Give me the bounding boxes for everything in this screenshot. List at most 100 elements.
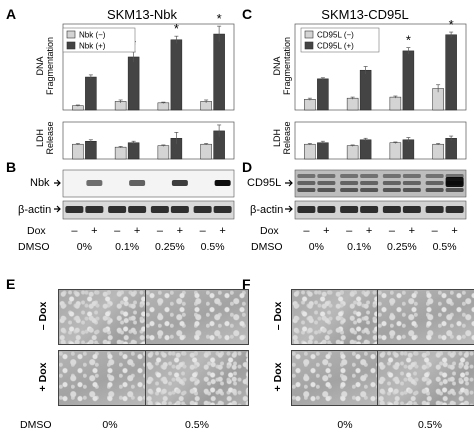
bar-c-bot-plus-0: [317, 142, 329, 160]
band-right-actin-lane-7: [445, 206, 464, 213]
bar-c-bot-minus-0: [304, 143, 316, 160]
micro-left-level-0: 0%: [102, 419, 117, 431]
band-left-actin-lane-2: [108, 206, 127, 213]
right-legend-plus: CD95L (+): [317, 42, 354, 51]
band-cd95l-lane-6-2: [425, 188, 444, 192]
right-dox-sign-7: +: [451, 225, 457, 237]
right-dox-signs: – + – + – + – +: [303, 225, 458, 237]
bar-c-top-plus-3: [445, 34, 457, 111]
left-dna-ylabel-2: Fragmentation: [45, 37, 55, 95]
band-left-actin-lane-4: [150, 206, 169, 213]
right-ldh-ylabel-1: LDH: [272, 129, 282, 147]
micro-left-level-1: 0.5%: [185, 419, 209, 431]
band-cd95l-lane-3-2: [360, 188, 379, 192]
right-dox-sign-1: +: [323, 225, 329, 237]
band-cd95l-lane-2-0: [340, 174, 359, 178]
panel-label-b: B: [6, 159, 16, 175]
left-ldh-ylabel-1: LDH: [35, 129, 45, 147]
right-ldh-ylabel-2: Release: [282, 121, 292, 154]
band-left-actin-lane-5: [170, 206, 189, 213]
significance-star-c-top-3: *: [449, 17, 454, 32]
band-right-actin-lane-3: [360, 206, 379, 213]
micro-right-level-0: 0%: [337, 419, 352, 431]
band-cd95l-strong: [445, 177, 464, 187]
band-right-actin-lane-4: [382, 206, 401, 213]
band-cd95l-lane-0-0: [297, 174, 316, 178]
left-blot-actin: [62, 200, 235, 220]
bar-a-bot-minus-3: [200, 143, 212, 160]
band-nbk-lane-3: [129, 180, 146, 186]
right-dmso-level-2: 0.25%: [387, 241, 417, 253]
left-dox-label: Dox: [27, 225, 46, 237]
left-dmso-levels: 0% 0.1% 0.25% 0.5%: [77, 241, 225, 253]
left-dna-ylabel-1: DNA: [35, 56, 45, 75]
right-dmso-level-0: 0%: [309, 241, 324, 253]
chart-c-dna-fragmentation: **: [294, 17, 467, 111]
left-blot-label-protein: Nbk: [30, 177, 50, 189]
bar-a-bot-minus-2: [157, 145, 170, 160]
chart-c-ldh-release: [294, 121, 467, 160]
right-dna-ylabel-2: Fragmentation: [282, 37, 292, 95]
left-dox-sign-0: –: [71, 225, 78, 237]
left-dox-sign-5: +: [177, 225, 183, 237]
left-dmso-level-0: 0%: [77, 241, 92, 253]
right-dna-ylabel-1: DNA: [272, 56, 282, 75]
right-dox-sign-4: –: [389, 225, 396, 237]
bar-c-top-plus-2: [402, 50, 415, 111]
right-dox-label: Dox: [260, 225, 279, 237]
band-cd95l-lane-1-1: [317, 181, 336, 185]
bar-c-bot-plus-2: [402, 139, 415, 160]
right-dox-sign-3: +: [366, 225, 372, 237]
band-cd95l-lane-1-0: [317, 174, 336, 178]
bar-a-top-minus-2: [157, 102, 170, 111]
right-blot-arrow-actin-icon: [285, 205, 293, 213]
right-minus-dox-label: – Dox: [272, 302, 284, 331]
bar-c-bot-minus-3: [432, 143, 444, 160]
band-nbk-lane-1: [86, 180, 103, 186]
bar-a-bot-minus-0: [72, 143, 84, 160]
left-protein-bands: [86, 180, 231, 186]
bar-c-top-minus-1: [346, 97, 359, 111]
right-legend-swatch-plus: [304, 41, 314, 50]
band-cd95l-lane-2-2: [340, 188, 359, 192]
right-dox-sign-6: –: [432, 225, 439, 237]
right-dmso-label: DMSO: [251, 241, 283, 253]
band-cd95l-lane-1-2: [317, 188, 336, 192]
right-title: SKM13-CD95L: [321, 7, 408, 22]
bar-a-top-plus-3: [213, 33, 225, 111]
left-dox-sign-2: –: [114, 225, 121, 237]
right-dox-sign-5: +: [409, 225, 415, 237]
band-cd95l-lane-0-2: [297, 188, 316, 192]
significance-star-c-top-2: *: [406, 33, 411, 48]
left-dox-sign-1: +: [91, 225, 97, 237]
band-left-actin-lane-7: [213, 206, 232, 213]
right-dox-sign-2: –: [346, 225, 353, 237]
band-cd95l-lane-6-0: [425, 174, 444, 178]
right-dox-sign-0: –: [303, 225, 310, 237]
left-legend-plus: Nbk (+): [79, 42, 106, 51]
micrograph-e-minus-dox-05: [145, 289, 249, 345]
panel-label-a: A: [6, 6, 16, 22]
right-plus-dox-label: + Dox: [272, 362, 284, 391]
bar-c-top-plus-1: [359, 69, 372, 111]
band-left-actin-lane-6: [193, 206, 212, 213]
band-cd95l-lane-4-1: [382, 181, 401, 185]
significance-star-a-top-3: *: [217, 11, 222, 26]
left-blot-label-actin: β-actin: [18, 204, 51, 216]
bar-a-bot-minus-1: [114, 146, 127, 160]
band-cd95l-lane-6-1: [425, 181, 444, 185]
left-dox-sign-4: –: [157, 225, 164, 237]
band-cd95l-lane-2-1: [340, 181, 359, 185]
left-legend-minus: Nbk (−): [79, 31, 106, 40]
panel-label-e: E: [6, 276, 15, 292]
band-cd95l-lane-5-1: [402, 181, 421, 185]
right-legend-swatch-minus: [304, 30, 314, 39]
right-dmso-level-1: 0.1%: [347, 241, 371, 253]
left-ldh-ylabel-2: Release: [45, 121, 55, 154]
band-right-actin-lane-6: [425, 206, 444, 213]
right-dmso-level-3: 0.5%: [433, 241, 457, 253]
right-actin-bands: [297, 206, 464, 213]
micrograph-e-plus-dox-05: [145, 350, 249, 406]
